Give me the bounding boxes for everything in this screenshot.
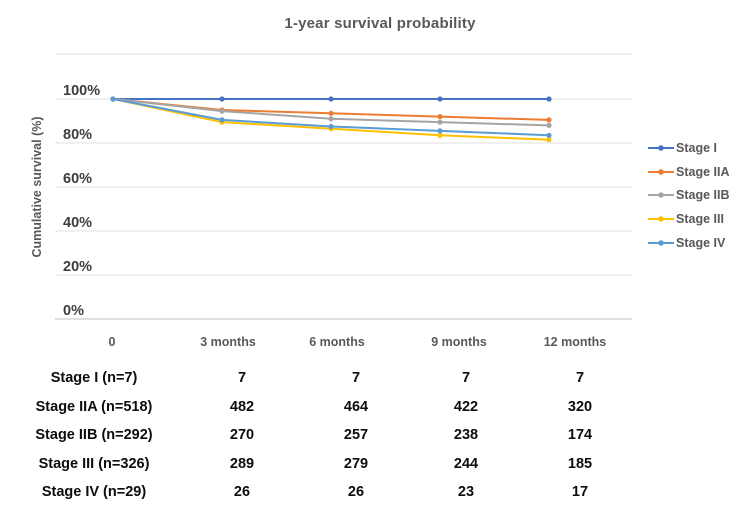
risk-value: 7	[237, 370, 247, 386]
y-tick-label: 60%	[63, 171, 92, 187]
plot-area: 100% 80% 60% 40% 20% 0% 0 3 months 6 months 9 mon…	[55, 53, 632, 349]
y-tick-label: 40%	[63, 215, 92, 231]
data-point-stage-i	[546, 96, 552, 102]
legend-item-stage-iii: Stage III	[648, 207, 730, 231]
data-point-stage-iia	[546, 117, 552, 123]
risk-value: 7	[461, 370, 471, 386]
risk-row-label: Stage IIA (n=518)	[35, 398, 153, 415]
risk-table-row: Stage III (n=326) 289 279 244 185	[0, 450, 750, 479]
data-point-stage-i	[437, 96, 443, 102]
risk-value: 279	[343, 455, 369, 472]
legend-label: Stage IV	[676, 235, 726, 250]
risk-value: 464	[343, 398, 369, 415]
data-point-stage-iv	[110, 96, 116, 102]
legend-label: Stage III	[676, 211, 724, 226]
x-tick-label: 12 months	[544, 335, 607, 349]
data-point-stage-iib	[546, 122, 552, 128]
risk-row-label: Stage III (n=326)	[38, 455, 150, 472]
risk-row-label: Stage IV (n=29)	[41, 484, 147, 501]
x-tick-label: 0	[109, 335, 116, 349]
data-point-stage-i	[219, 96, 225, 102]
data-point-stage-iib	[437, 119, 443, 125]
data-point-stage-iia	[328, 110, 334, 116]
risk-row-label: Stage IIB (n=292)	[35, 427, 153, 444]
risk-value: 174	[567, 427, 593, 444]
numbers-at-risk-table: Stage I (n=7) 7 7 7 7 Stage IIA (n=518) 482 464…	[0, 364, 750, 507]
legend-marker-icon	[648, 239, 674, 246]
data-point-stage-iv	[328, 123, 334, 130]
risk-row-label: Stage I (n=7)	[50, 370, 138, 386]
risk-value: 17	[571, 484, 589, 501]
risk-value: 23	[457, 484, 475, 501]
risk-value: 482	[229, 398, 255, 415]
risk-table-row: Stage I (n=7) 7 7 7 7	[0, 364, 750, 393]
risk-value: 289	[229, 455, 255, 472]
data-point-stage-iii	[546, 137, 552, 143]
legend-marker-icon	[648, 168, 674, 175]
risk-value: 26	[347, 484, 365, 501]
y-tick-label: 100%	[63, 83, 100, 99]
data-point-stage-iib	[328, 116, 334, 122]
data-point-stage-iia	[437, 114, 443, 120]
risk-value: 7	[575, 370, 585, 386]
risk-value: 26	[233, 484, 251, 501]
data-point-stage-iv	[219, 117, 225, 123]
data-point-stage-iii	[437, 132, 443, 138]
risk-value: 238	[453, 427, 479, 444]
legend-item-stage-iia: Stage IIA	[648, 160, 730, 184]
data-point-stage-iib	[219, 108, 225, 114]
x-tick-label: 9 months	[431, 335, 487, 349]
legend-marker-icon	[648, 216, 674, 222]
risk-value: 270	[229, 427, 255, 444]
chart-title: 1-year survival probability	[284, 15, 476, 32]
chart-legend: Stage I Stage IIA Stage IIB Stage III Stage …	[648, 136, 730, 254]
y-tick-label: 80%	[63, 127, 92, 143]
x-tick-label: 6 months	[309, 335, 365, 349]
data-point-stage-iv	[546, 132, 552, 138]
risk-value: 244	[453, 455, 479, 472]
legend-marker-icon	[648, 192, 674, 199]
risk-table-row: Stage IIB (n=292) 270 257 238 174	[0, 421, 750, 450]
legend-label: Stage IIB	[676, 188, 730, 203]
risk-value: 7	[351, 370, 361, 386]
legend-marker-icon	[648, 145, 674, 151]
legend-item-stage-iib: Stage IIB	[648, 183, 730, 207]
legend-item-stage-i: Stage I	[648, 136, 730, 160]
risk-value: 185	[567, 455, 593, 472]
legend-label: Stage I	[676, 140, 717, 155]
y-tick-label: 0%	[63, 303, 84, 319]
x-tick-label: 3 months	[200, 335, 256, 349]
risk-value: 320	[567, 398, 593, 415]
risk-value: 422	[453, 398, 479, 415]
data-point-stage-iv	[437, 128, 443, 134]
legend-item-stage-iv: Stage IV	[648, 231, 730, 255]
risk-table-row: Stage IV (n=29) 26 26 23 17	[0, 478, 750, 507]
risk-table-row: Stage IIA (n=518) 482 464 422 320	[0, 393, 750, 422]
data-point-stage-i	[328, 96, 334, 102]
y-tick-label: 20%	[63, 259, 92, 275]
risk-value: 257	[343, 427, 369, 444]
legend-label: Stage IIA	[676, 164, 730, 179]
